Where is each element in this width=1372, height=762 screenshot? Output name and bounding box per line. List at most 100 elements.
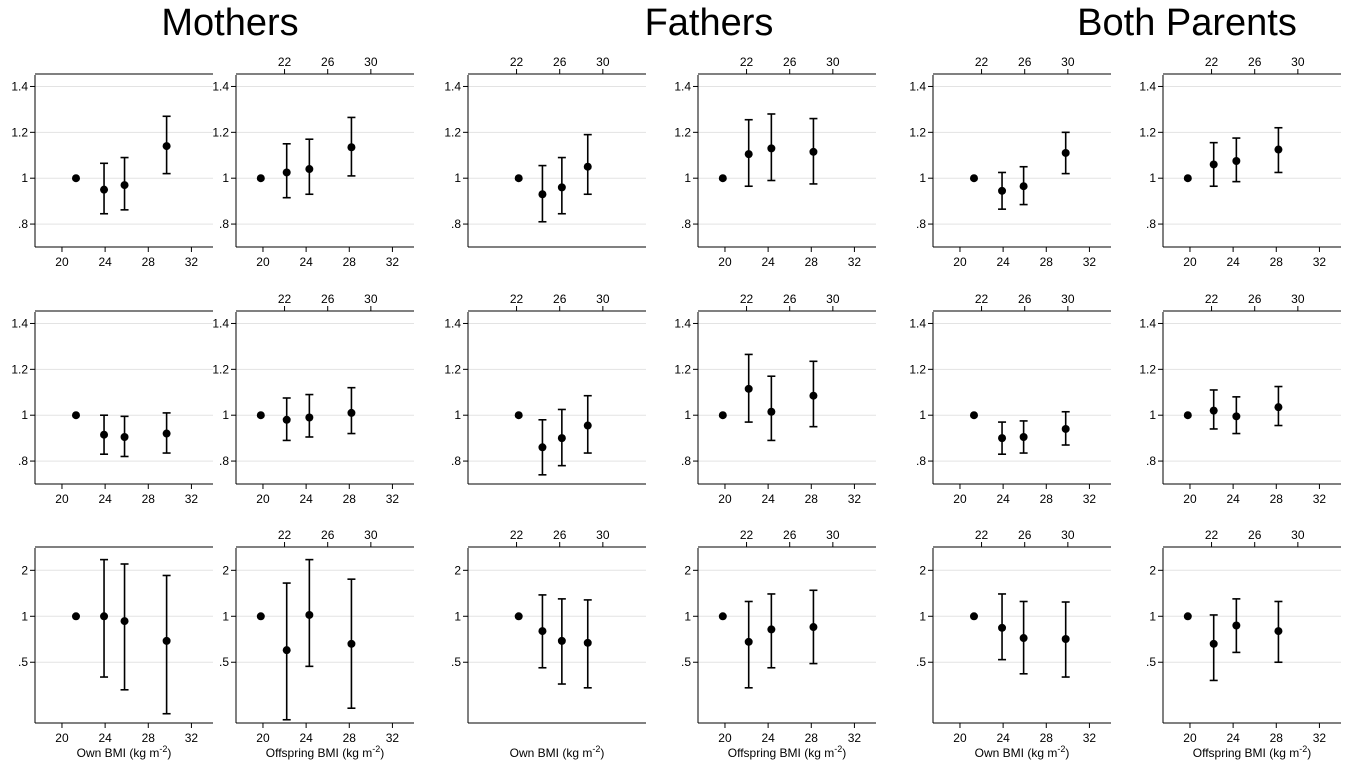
data-point [1020, 433, 1028, 441]
top-x-tick-label: 30 [1291, 528, 1305, 542]
top-x-tick-label: 30 [1061, 55, 1075, 69]
y-tick-label: 1.4 [909, 79, 926, 93]
y-tick-label: 1 [222, 171, 229, 185]
x-tick-label: 32 [848, 731, 862, 745]
data-point [163, 637, 171, 645]
x-tick-label: 20 [953, 492, 967, 506]
top-x-tick-label: 30 [364, 528, 378, 542]
y-tick-label: 1.4 [1139, 316, 1156, 330]
data-point [745, 638, 753, 646]
y-tick-label: .8 [916, 217, 926, 231]
y-tick-label: 1 [1149, 408, 1156, 422]
y-tick-label: 2 [222, 563, 229, 577]
data-point [257, 612, 265, 620]
panel-mothers-own-row-1: .811.21.420 24 28 32 [11, 74, 213, 269]
top-x-tick-label: 26 [553, 55, 567, 69]
data-point [1184, 612, 1192, 620]
x-tick-label: 32 [185, 731, 199, 745]
x-axis-label: Offspring BMI (kg m-2) [266, 744, 385, 760]
panel-mothers-own-row-2: .8 1 1.2 1.4 20 24 28 32 [11, 311, 213, 506]
x-tick-label: 28 [343, 731, 357, 745]
top-x-tick-label: 26 [1248, 528, 1262, 542]
y-tick-label: 1.2 [1139, 125, 1156, 139]
x-axis-label: Own BMI (kg m-2) [975, 744, 1070, 760]
y-tick-label: .8 [18, 454, 28, 468]
data-point [1020, 182, 1028, 190]
x-tick-label: 28 [343, 255, 357, 269]
y-tick-label: 1.4 [674, 316, 691, 330]
data-point [970, 174, 978, 182]
x-tick-label: 28 [805, 492, 819, 506]
x-tick-label: 20 [1183, 255, 1197, 269]
x-tick-label: 32 [1313, 255, 1327, 269]
x-tick-label: 32 [848, 492, 862, 506]
y-tick-label: 1.2 [212, 125, 229, 139]
x-tick-label: 24 [996, 492, 1010, 506]
y-tick-label: 1.2 [11, 362, 28, 376]
data-point [745, 150, 753, 158]
y-tick-label: .8 [916, 454, 926, 468]
x-tick-label: 24 [761, 255, 775, 269]
x-tick-label: 20 [953, 255, 967, 269]
y-tick-label: 1.2 [674, 125, 691, 139]
data-point [745, 385, 753, 393]
y-tick-label: .8 [1146, 217, 1156, 231]
panel-both-parents-offspring-row-1: .8 1 1.2 1.4 20 24 28 32 22 26 30 [1139, 55, 1341, 269]
data-point [347, 640, 355, 648]
top-x-tick-label: 22 [278, 55, 292, 69]
panel-both-parents-offspring-row-3: .5 1 2 20 24 28 32 22 26 30 Offspring BMI (kg m-2) [1146, 528, 1341, 760]
top-x-tick-label: 30 [1061, 528, 1075, 542]
data-point [305, 413, 313, 421]
top-x-tick-label: 22 [1205, 292, 1219, 306]
top-x-tick-label: 22 [278, 528, 292, 542]
data-point [584, 639, 592, 647]
top-x-tick-label: 30 [596, 55, 610, 69]
y-tick-label: 1.2 [212, 362, 229, 376]
y-tick-label: .8 [219, 454, 229, 468]
y-tick-label: 1 [1149, 609, 1156, 623]
top-x-tick-label: 26 [553, 528, 567, 542]
x-tick-label: 20 [1183, 492, 1197, 506]
y-tick-label: 1 [919, 408, 926, 422]
top-x-tick-label: 30 [826, 528, 840, 542]
top-x-tick-label: 22 [975, 292, 989, 306]
data-point [558, 434, 566, 442]
x-tick-label: 24 [761, 731, 775, 745]
data-point [515, 612, 523, 620]
data-point [998, 434, 1006, 442]
data-point [283, 646, 291, 654]
panel-fathers-own-row-2: .811.21.422 26 30 [444, 292, 646, 484]
data-point [1232, 622, 1240, 630]
y-tick-label: .8 [451, 454, 461, 468]
y-tick-label: 1 [454, 171, 461, 185]
data-point [558, 637, 566, 645]
data-point [1210, 160, 1218, 168]
top-x-tick-label: 26 [1018, 528, 1032, 542]
panel-fathers-offspring-row-2: .8 1 1.2 1.4 20 24 28 32 22 26 30 [674, 292, 876, 506]
y-tick-label: 1.2 [674, 362, 691, 376]
x-axis-label: Own BMI (kg m-2) [77, 744, 172, 760]
x-tick-label: 32 [1313, 492, 1327, 506]
x-tick-label: 32 [185, 255, 199, 269]
panel-fathers-own-row-3: .51222 26 30Own BMI (kg m-2) [451, 528, 646, 760]
y-tick-label: 1 [454, 609, 461, 623]
top-x-tick-label: 26 [321, 292, 335, 306]
panel-both-parents-own-row-1: .811.21.420 24 28 3222 26 30 [909, 55, 1111, 269]
data-point [1062, 635, 1070, 643]
top-x-tick-label: 22 [278, 292, 292, 306]
data-point [584, 422, 592, 430]
panel-both-parents-own-row-3: .51220 24 28 3222 26 30Own BMI (kg m-2) [916, 528, 1111, 760]
x-tick-label: 32 [1083, 731, 1097, 745]
y-tick-label: 1.4 [444, 79, 461, 93]
x-tick-label: 20 [718, 255, 732, 269]
x-tick-label: 24 [98, 255, 112, 269]
x-tick-label: 24 [98, 731, 112, 745]
x-tick-label: 20 [55, 731, 69, 745]
data-point [1274, 146, 1282, 154]
data-point [538, 627, 546, 635]
data-point [1210, 407, 1218, 415]
top-x-tick-label: 26 [1018, 292, 1032, 306]
top-x-tick-label: 26 [553, 292, 567, 306]
top-x-tick-label: 22 [510, 292, 524, 306]
x-tick-label: 20 [256, 731, 270, 745]
